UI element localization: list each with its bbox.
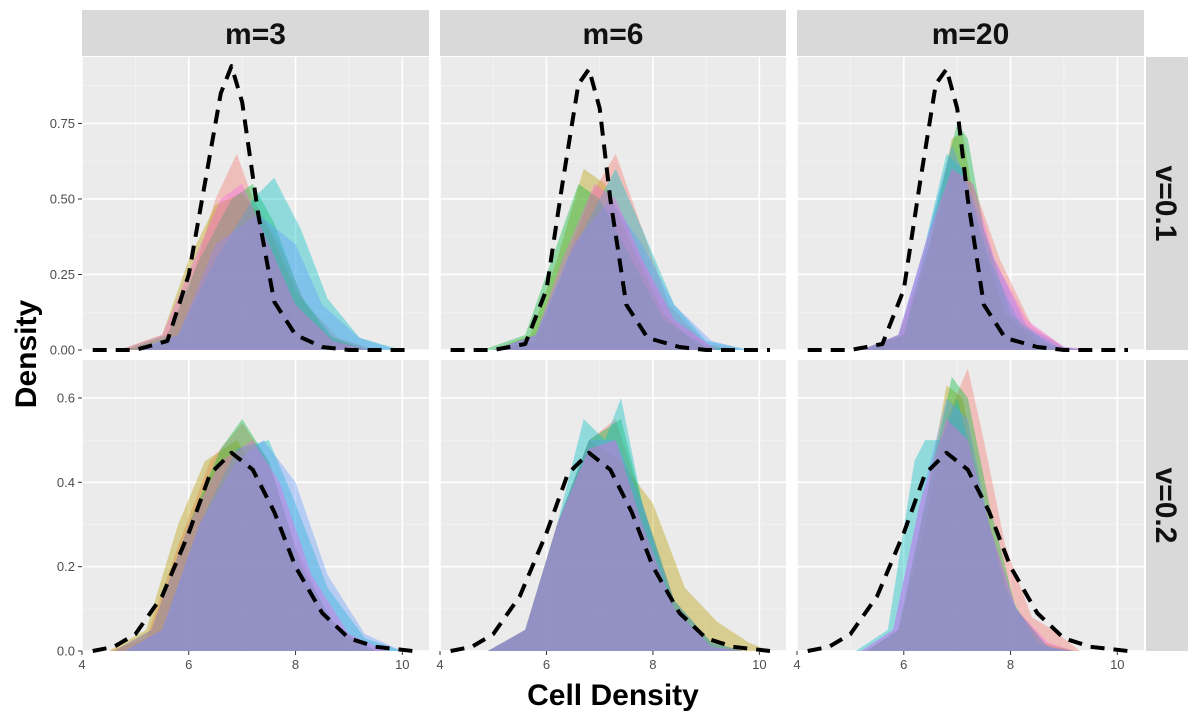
- density-area: [487, 398, 739, 651]
- density-area: [866, 376, 1075, 651]
- reference-density-line: [807, 450, 1129, 653]
- density-area: [119, 153, 376, 350]
- x-tick-label: 6: [185, 657, 192, 672]
- density-area: [124, 440, 403, 651]
- x-tick-label: 8: [649, 657, 656, 672]
- reference-density-line: [450, 450, 771, 653]
- x-tick-label: 4: [793, 657, 800, 672]
- density-area: [487, 440, 770, 651]
- density-area: [124, 183, 371, 350]
- density-area: [119, 192, 365, 350]
- density-area: [487, 419, 744, 651]
- facet-row-label: v=0.2: [1149, 468, 1182, 544]
- y-tick-label: 0.75: [50, 116, 75, 131]
- density-area: [866, 368, 1080, 651]
- density-area: [493, 199, 749, 350]
- y-tick-label: 0.00: [50, 343, 75, 358]
- density-area: [861, 153, 1086, 350]
- density-area: [487, 419, 744, 651]
- density-area: [855, 398, 1064, 651]
- reference-density-line: [807, 67, 1128, 352]
- y-tick-label: 0.25: [50, 267, 75, 282]
- density-area: [108, 423, 392, 651]
- x-tick-label: 10: [395, 657, 409, 672]
- density-area: [482, 183, 739, 350]
- y-tick-label: 0.2: [57, 559, 75, 574]
- y-tick-label: 0.0: [57, 644, 75, 659]
- facet-panel: [439, 57, 786, 352]
- facet-strip-top: [440, 10, 786, 56]
- x-tick-label: 10: [1110, 657, 1124, 672]
- reference-density-line: [92, 64, 413, 352]
- density-area: [861, 132, 1075, 350]
- facet-strip-top: [82, 10, 429, 56]
- density-area: [493, 153, 739, 350]
- x-tick-label: 4: [78, 657, 85, 672]
- y-tick-label: 0.6: [57, 390, 75, 405]
- facet-panel: [439, 360, 786, 653]
- facet-panel: [796, 360, 1144, 653]
- density-area: [866, 385, 1075, 651]
- reference-density-line: [450, 67, 770, 352]
- x-tick-label: 8: [292, 657, 299, 672]
- density-area: [487, 440, 744, 651]
- facet-strip-right: [1146, 360, 1188, 651]
- reference-density-line: [92, 450, 414, 653]
- density-area: [493, 168, 733, 350]
- facet-column-label: m=6: [583, 18, 644, 51]
- density-area: [493, 183, 717, 350]
- density-area: [861, 419, 1075, 651]
- density-area: [135, 214, 397, 350]
- x-tick-label: 6: [900, 657, 907, 672]
- x-tick-label: 4: [436, 657, 443, 672]
- density-area: [861, 123, 1075, 350]
- facet-row-label: v=0.1: [1149, 166, 1182, 242]
- y-axis-title: Density: [10, 300, 43, 409]
- facet-panel: [81, 360, 429, 653]
- panel-background: [440, 360, 786, 651]
- x-axis-title: Cell Density: [527, 679, 699, 712]
- density-area: [119, 183, 371, 350]
- density-area: [861, 398, 1075, 651]
- facet-strip-top: [797, 10, 1144, 56]
- panel-background: [82, 360, 429, 651]
- facet-column-label: m=3: [225, 18, 286, 51]
- panel-background: [82, 57, 429, 350]
- facet-column-label: m=20: [932, 18, 1010, 51]
- density-area: [114, 440, 387, 651]
- facet-strip-right: [1146, 57, 1188, 350]
- density-area: [108, 440, 371, 651]
- x-tick-label: 6: [543, 657, 550, 672]
- x-tick-label: 8: [1007, 657, 1014, 672]
- y-tick-label: 0.4: [57, 475, 75, 490]
- y-tick-label: 0.50: [50, 191, 75, 206]
- facet-panel: [796, 57, 1144, 352]
- panel-background: [797, 360, 1144, 651]
- density-area: [124, 440, 403, 651]
- x-tick-label: 10: [752, 657, 766, 672]
- density-area: [487, 440, 744, 651]
- facet-panel: [81, 57, 429, 352]
